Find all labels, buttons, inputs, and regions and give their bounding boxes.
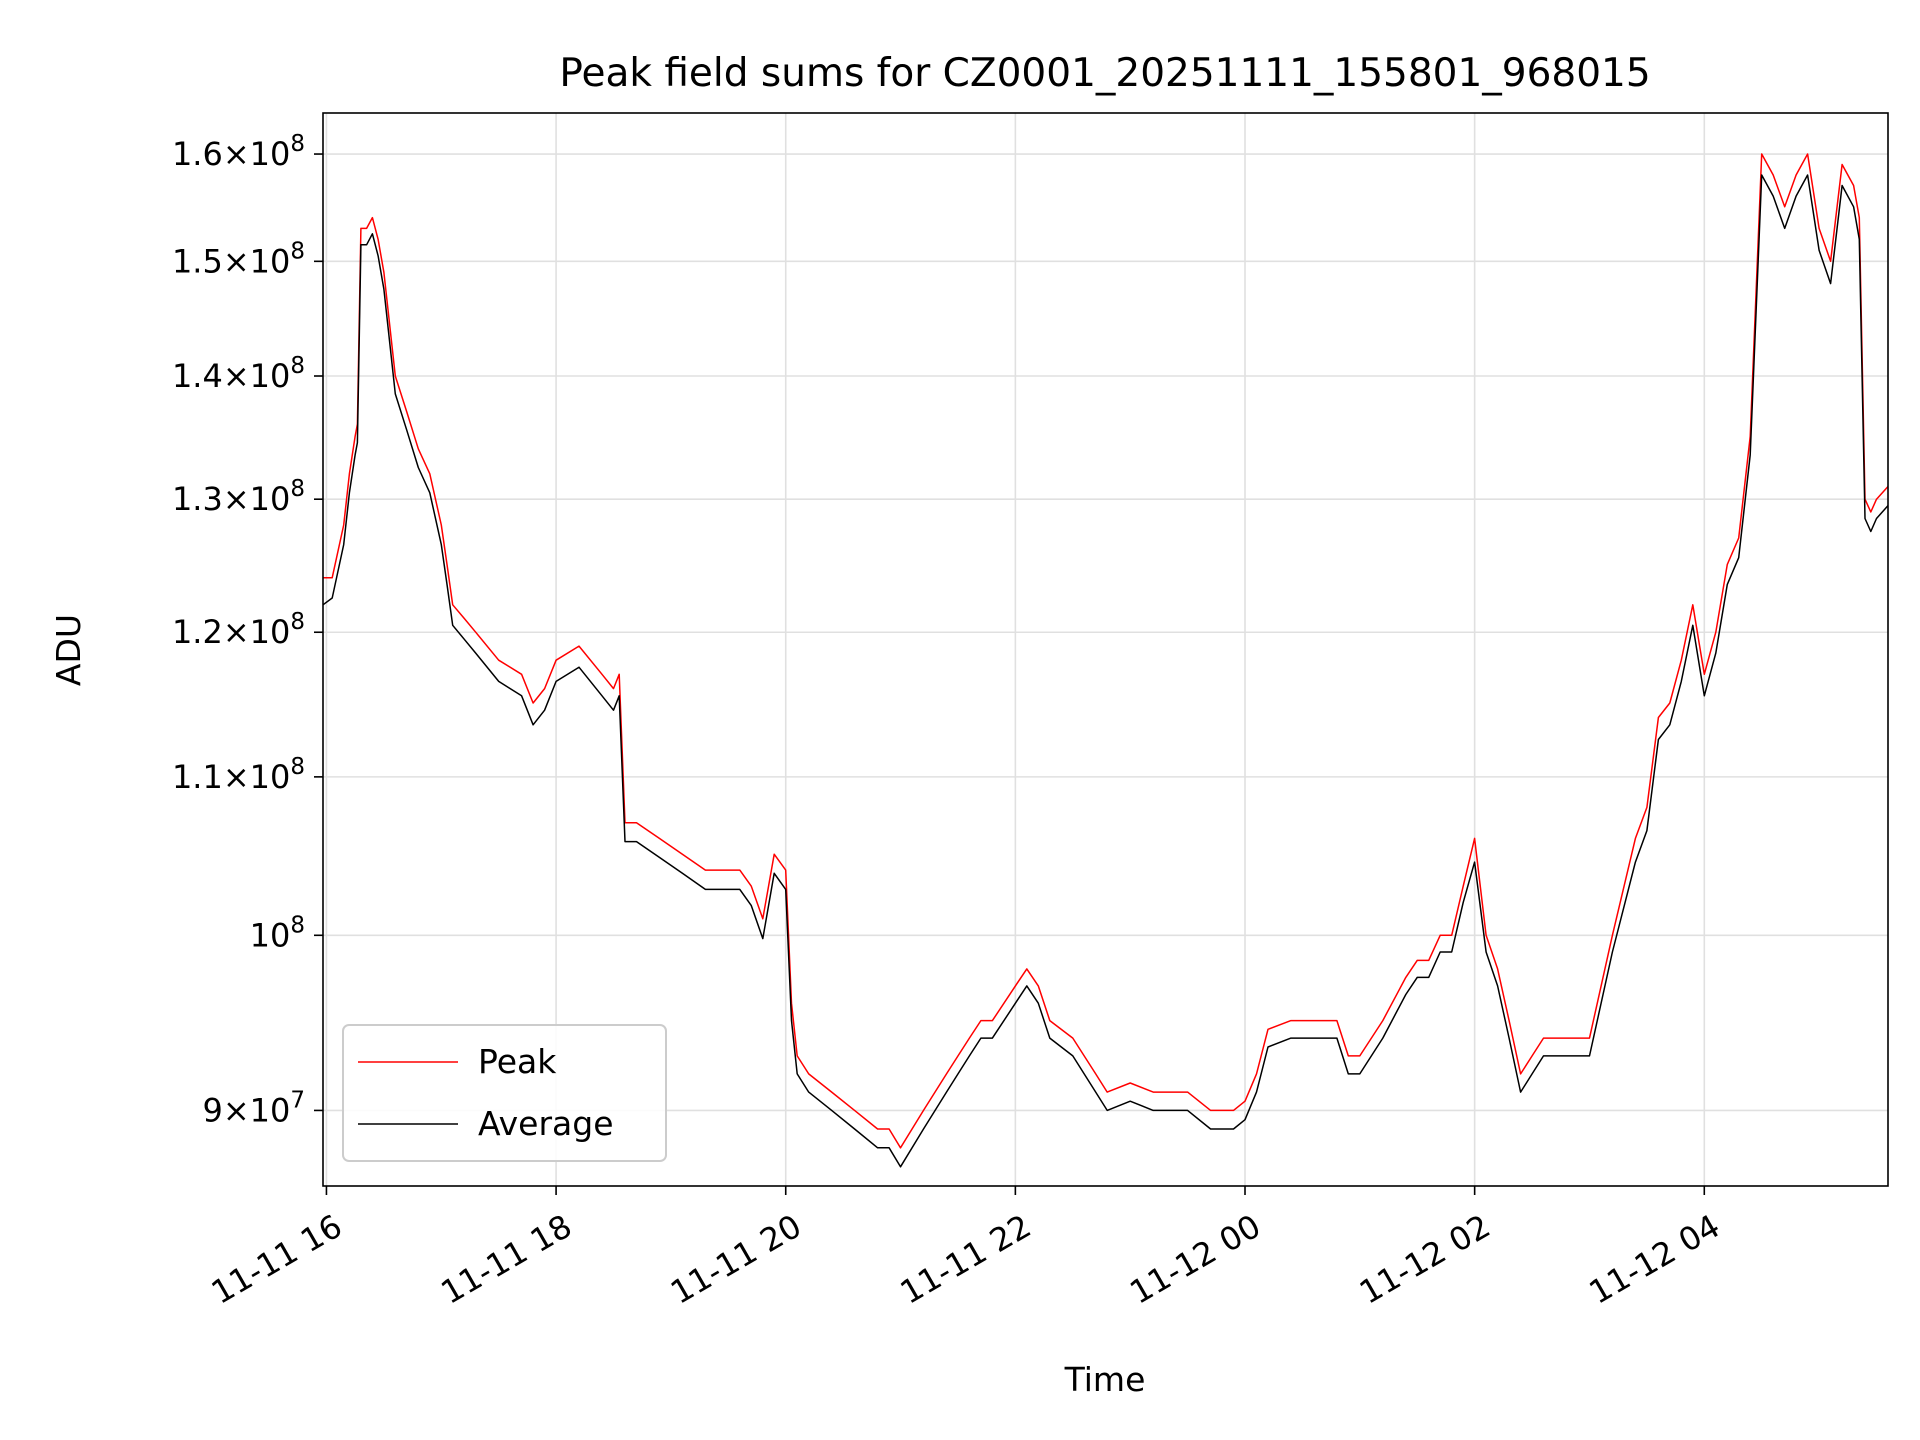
legend-peak-label: Peak xyxy=(478,1042,557,1081)
series-line-average xyxy=(322,174,1889,1168)
y-tick-label: 1.5×108 xyxy=(172,238,305,280)
x-axis-label: Time xyxy=(1064,1360,1146,1399)
legend-frame xyxy=(342,1024,667,1162)
y-tick-label: 9×107 xyxy=(202,1087,305,1129)
chart-title: Peak field sums for CZ0001_20251111_1558… xyxy=(559,51,1650,96)
series-layer xyxy=(322,153,1889,1168)
series-line-peak xyxy=(323,153,1889,1149)
y-tick-label: 1.6×108 xyxy=(172,131,305,173)
plot-frame xyxy=(322,112,1889,1187)
y-axis-label: ADU xyxy=(49,614,88,686)
y-tick-label: 1.4×108 xyxy=(172,353,305,395)
y-tick-label: 1.2×108 xyxy=(172,609,305,651)
grid-layer xyxy=(323,113,1888,1186)
y-tick-label: 108 xyxy=(250,912,305,954)
y-tick-label: 1.3×108 xyxy=(172,476,305,518)
y-tick-label: 1.1×108 xyxy=(172,754,305,796)
legend: Peak Average xyxy=(342,1024,667,1162)
legend-average-label: Average xyxy=(478,1104,614,1143)
